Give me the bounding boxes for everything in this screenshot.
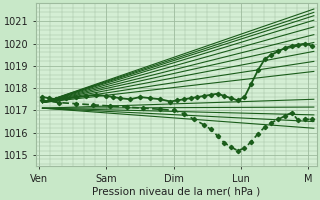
X-axis label: Pression niveau de la mer( hPa ): Pression niveau de la mer( hPa ) [92,187,260,197]
